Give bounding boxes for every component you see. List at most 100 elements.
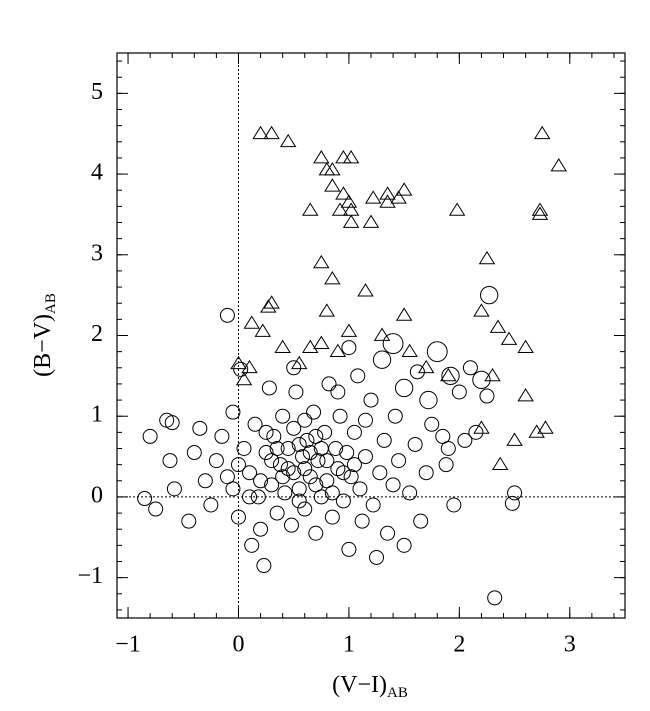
triangle-point [531, 206, 549, 220]
circle-point [313, 441, 329, 456]
circle-point [306, 404, 322, 420]
circle-point [297, 412, 313, 428]
triangle-point [401, 343, 418, 358]
circle-point [283, 517, 299, 533]
circle-point [291, 481, 307, 497]
circle-point [462, 360, 478, 376]
circle-point [419, 390, 438, 410]
circle-point [186, 445, 202, 461]
triangle-point [537, 420, 554, 434]
circle-point [339, 445, 355, 461]
circle-point [468, 424, 484, 440]
circle-point [372, 350, 392, 369]
triangle-point [417, 359, 435, 374]
x-axis-label-sub: AB [387, 685, 408, 701]
circle-point [451, 384, 467, 400]
triangle-point [313, 254, 330, 269]
x-tick-label: 1 [343, 632, 355, 658]
circle-point [341, 340, 357, 356]
circle-point [142, 428, 158, 444]
circle-point [357, 449, 373, 465]
circle-point [253, 521, 269, 537]
triangle-point [506, 432, 523, 446]
circle-point [317, 424, 333, 440]
circle-point [197, 473, 213, 489]
circle-point [299, 432, 315, 448]
circle-point [435, 428, 451, 444]
triangle-point [342, 149, 360, 164]
x-axis-label: (V−I)AB [332, 672, 408, 702]
triangle-point [373, 327, 391, 341]
circle-point [352, 481, 368, 497]
circle-point [376, 432, 392, 448]
circle-point [324, 485, 340, 501]
circle-point [291, 493, 307, 509]
circle-point [192, 420, 208, 436]
y-axis-label-main: (B−V) [30, 314, 56, 377]
triangle-point [379, 186, 396, 200]
circle-point [264, 477, 280, 493]
circle-point [507, 485, 523, 501]
triangle-point [335, 186, 352, 200]
triangle-point [329, 343, 347, 358]
circle-point [286, 465, 302, 481]
triangle-point [274, 339, 291, 354]
circle-point [266, 428, 282, 444]
circle-point [407, 436, 423, 452]
circle-point [402, 485, 418, 501]
y-tick-label: 3 [91, 240, 103, 266]
y-tick-label: 4 [91, 160, 103, 186]
triangle-point [473, 420, 490, 434]
circle-point [137, 491, 153, 507]
triangle-point [448, 202, 466, 216]
circle-point [250, 489, 266, 505]
circle-point [382, 333, 404, 354]
triangle-point [440, 367, 457, 382]
circle-point [230, 509, 246, 525]
circle-point [363, 392, 379, 408]
circle-point [424, 416, 440, 432]
circle-point [242, 489, 258, 505]
y-tick-label: 2 [91, 321, 103, 347]
circle-point [418, 465, 434, 481]
circle-point [409, 364, 425, 380]
triangle-point [517, 339, 534, 354]
y-tick-label: −1 [77, 563, 103, 589]
circle-point [275, 469, 291, 485]
triangle-point [313, 335, 330, 349]
triangle-point [550, 158, 567, 172]
circle-point [350, 368, 366, 384]
circle-point [162, 453, 178, 469]
circle-point [335, 493, 351, 509]
circle-point [230, 457, 246, 473]
circle-point [346, 424, 362, 440]
circle-point [480, 285, 499, 305]
triangle-point [331, 202, 349, 216]
circle-point [396, 537, 412, 553]
circle-point [308, 477, 324, 493]
plot-frame [116, 52, 626, 619]
triangle-point [263, 125, 280, 140]
y-axis-label-sub: AB [43, 293, 59, 314]
circle-point [181, 513, 197, 529]
circle-point [446, 497, 462, 513]
triangle-point [335, 149, 352, 164]
triangle-point [260, 299, 277, 313]
triangle-point [302, 339, 319, 354]
circle-point [394, 378, 414, 398]
circle-point [288, 384, 304, 400]
triangle-point [324, 271, 341, 285]
circle-point [354, 513, 370, 529]
triangle-point [263, 295, 280, 309]
circle-point [479, 388, 495, 404]
y-axis-label: (B−V)AB [30, 293, 60, 377]
circle-point [391, 453, 407, 469]
triangle-point [379, 194, 396, 208]
circle-point [295, 449, 311, 465]
circle-point [166, 481, 182, 497]
triangle-point [318, 162, 336, 176]
circle-point [280, 461, 296, 477]
circle-point [269, 441, 285, 456]
triangle-point [357, 283, 374, 297]
